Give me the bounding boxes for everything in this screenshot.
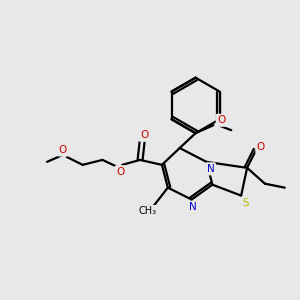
Text: N: N <box>189 202 196 212</box>
Text: S: S <box>243 197 249 208</box>
Text: O: O <box>59 145 67 155</box>
Text: N: N <box>207 164 214 174</box>
Text: O: O <box>116 167 124 177</box>
Text: O: O <box>140 130 148 140</box>
Text: O: O <box>217 115 226 125</box>
Text: CH₃: CH₃ <box>139 206 157 216</box>
Text: O: O <box>257 142 265 152</box>
